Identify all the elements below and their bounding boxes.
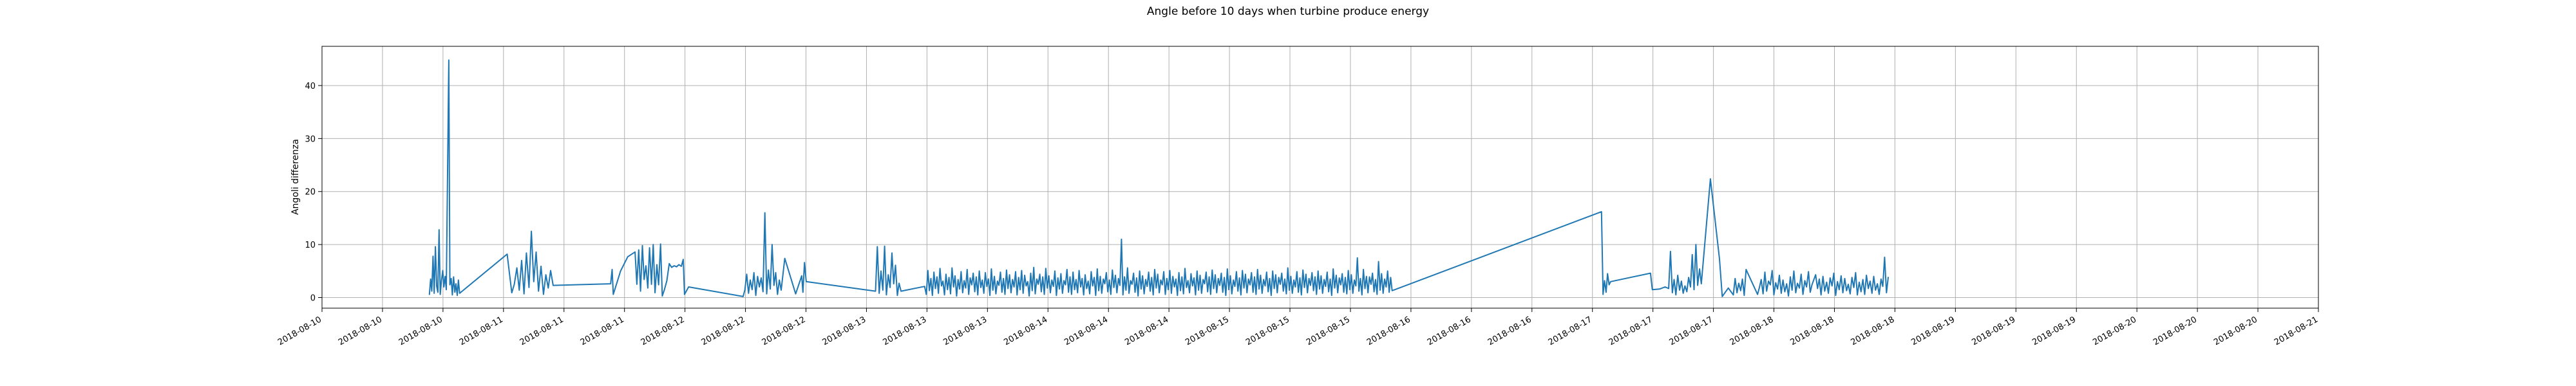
x-tick-label: 2018-08-19 bbox=[1909, 315, 1956, 347]
x-tick-label: 2018-08-10 bbox=[337, 315, 384, 347]
y-tick-label: 0 bbox=[310, 294, 316, 304]
x-tick-label: 2018-08-13 bbox=[942, 315, 989, 347]
x-tick-label: 2018-08-19 bbox=[2031, 315, 2078, 347]
x-tick-label: 2018-08-20 bbox=[2212, 315, 2259, 347]
x-tick-label: 2018-08-16 bbox=[1365, 315, 1412, 347]
x-tick-label: 2018-08-17 bbox=[1607, 315, 1654, 347]
x-tick-label: 2018-08-14 bbox=[1063, 315, 1110, 347]
x-tick-label: 2018-08-20 bbox=[2091, 315, 2138, 347]
x-tick-label: 2018-08-17 bbox=[1668, 315, 1715, 347]
x-axis-ticks: 2018-08-10 2018-08-10 2018-08-10 2018-08-11… bbox=[276, 308, 2320, 347]
x-tick-label: 2018-08-11 bbox=[458, 315, 505, 347]
x-tick-label: 2018-08-21 bbox=[2273, 315, 2320, 347]
x-tick-label: 2018-08-13 bbox=[821, 315, 868, 347]
x-tick-label: 2018-08-18 bbox=[1789, 315, 1836, 347]
x-tick-label: 2018-08-13 bbox=[881, 315, 928, 347]
x-tick-label: 2018-08-11 bbox=[518, 315, 565, 347]
x-tick-label: 2018-08-18 bbox=[1728, 315, 1776, 347]
y-tick-label: 40 bbox=[305, 82, 316, 91]
x-tick-label: 2018-08-15 bbox=[1305, 315, 1352, 347]
x-tick-label: 2018-08-12 bbox=[639, 315, 687, 347]
x-tick-label: 2018-08-14 bbox=[1002, 315, 1049, 347]
x-tick-label: 2018-08-12 bbox=[761, 315, 808, 347]
x-tick-label: 2018-08-19 bbox=[1970, 315, 2017, 347]
x-tick-label: 2018-08-12 bbox=[700, 315, 747, 347]
series-line bbox=[428, 59, 1889, 297]
x-tick-label: 2018-08-15 bbox=[1244, 315, 1291, 347]
y-tick-label: 30 bbox=[305, 134, 316, 144]
y-axis-ticks: 0 10 20 30 40 bbox=[305, 82, 322, 304]
x-tick-label: 2018-08-16 bbox=[1426, 315, 1473, 347]
x-tick-label: 2018-08-20 bbox=[2152, 315, 2199, 347]
y-tick-label: 10 bbox=[305, 241, 316, 250]
x-tick-label: 2018-08-17 bbox=[1547, 315, 1594, 347]
x-tick-label: 2018-08-16 bbox=[1486, 315, 1533, 347]
x-tick-label: 2018-08-10 bbox=[397, 315, 444, 347]
x-tick-label: 2018-08-11 bbox=[579, 315, 626, 347]
x-tick-label: 2018-08-10 bbox=[276, 315, 323, 347]
plot-frame bbox=[321, 46, 2319, 309]
chart-title: Angle before 10 days when turbine produc… bbox=[1147, 5, 1429, 18]
data-series bbox=[428, 59, 1889, 297]
y-axis-label: Angoli differenza bbox=[290, 139, 301, 215]
x-tick-label: 2018-08-15 bbox=[1184, 315, 1231, 347]
x-tick-label: 2018-08-14 bbox=[1123, 315, 1170, 347]
y-tick-label: 20 bbox=[305, 188, 316, 198]
x-tick-label: 2018-08-18 bbox=[1849, 315, 1896, 347]
